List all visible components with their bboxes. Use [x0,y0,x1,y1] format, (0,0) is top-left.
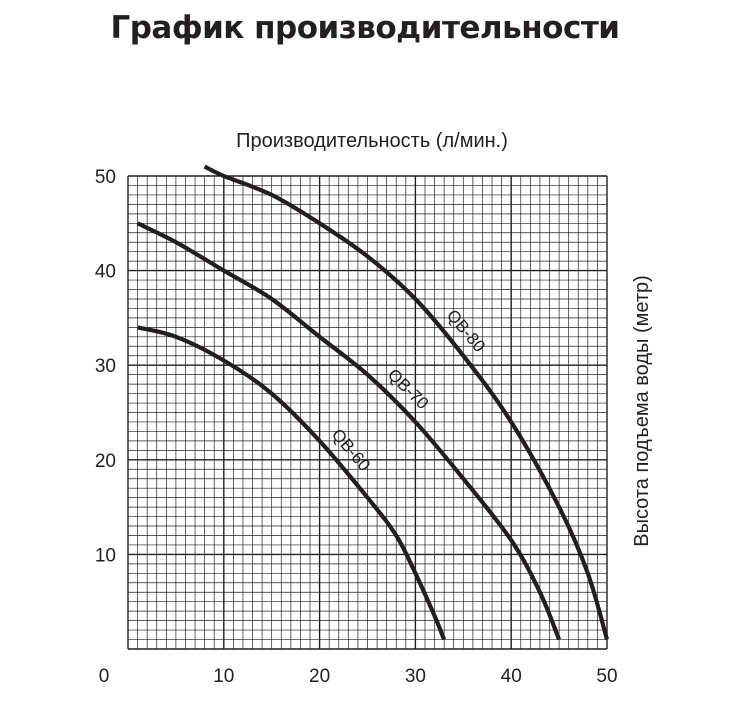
series-line-qb-60 [137,325,447,641]
y-tick-label: 10 [95,545,116,566]
x-tick-label: 10 [213,666,234,687]
curves [136,164,610,641]
origin-label: 0 [99,666,110,687]
y-tick-label: 30 [95,356,116,377]
x-axis-title: Производительность (л/мин.) [236,130,508,152]
series-line-qb-70 [136,221,562,641]
x-tick-label: 20 [309,666,330,687]
y-tick-label: 50 [95,167,116,188]
x-tick-label: 40 [501,666,522,687]
y-axis-title: Высота подъема воды (метр) [631,275,653,547]
x-tick-label: 30 [405,666,426,687]
y-tick-label: 40 [95,262,116,283]
series-label-qb-80: QB-80 [443,306,489,356]
series-line-qb-80 [203,164,610,641]
x-tick-label: 50 [596,666,617,687]
y-tick-label: 20 [95,451,116,472]
chart-title: График производительности [110,10,620,46]
